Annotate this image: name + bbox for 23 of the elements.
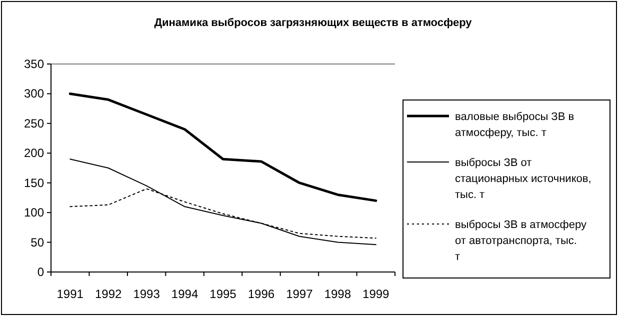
chart-title: Динамика выбросов загрязняющих веществ в атмосферу — [154, 17, 473, 29]
legend-label: выбросы ЗВ в атмосферу от автотранспорта, тыс. т — [455, 219, 587, 263]
line-series — [70, 158, 376, 246]
legend-label: валовые выбросы ЗВ в атмосферу, тыс. т — [455, 111, 574, 139]
x-tick-label: 1997 — [286, 287, 314, 301]
x-tick-label: 1993 — [133, 287, 160, 301]
y-tick-label: 250 — [24, 116, 44, 130]
y-tick-label: 0 — [37, 265, 44, 279]
y-tick-label: 350 — [24, 57, 44, 71]
y-tick-label: 50 — [30, 235, 44, 250]
x-tick-label: 1995 — [210, 287, 237, 301]
legend-label: выбросы ЗВ от стационарных источников, тыс. т — [455, 157, 592, 201]
x-tick-label: 1991 — [56, 287, 84, 301]
x-tick-label: 1992 — [94, 287, 122, 301]
y-tick-label: 200 — [24, 146, 44, 160]
x-tick-label: 1999 — [362, 287, 390, 301]
line-series — [68, 92, 378, 202]
x-tick-label: 1996 — [248, 287, 275, 301]
y-tick-label: 300 — [24, 86, 44, 101]
y-tick-label: 150 — [24, 176, 44, 190]
y-tick-label: 100 — [24, 206, 44, 220]
x-tick-label: 1994 — [171, 287, 198, 301]
x-tick-label: 1998 — [324, 287, 352, 301]
